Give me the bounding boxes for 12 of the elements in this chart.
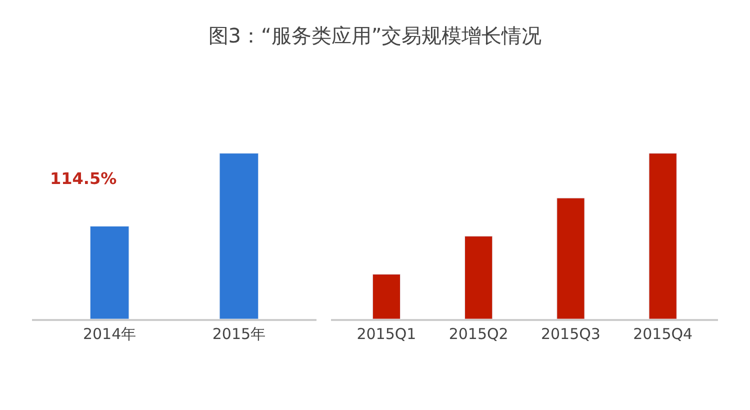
x-tick-label: 2015年 xyxy=(212,325,266,343)
x-tick-label: 2015Q3 xyxy=(540,325,600,343)
annotation: 114.5% xyxy=(50,169,117,188)
x-tick-label: 2015Q4 xyxy=(633,325,693,343)
x-tick-label: 2015Q2 xyxy=(448,325,508,343)
bar xyxy=(464,236,493,319)
bar xyxy=(372,274,401,319)
bar xyxy=(648,153,677,319)
bar xyxy=(556,198,585,319)
x-tick-label: 2014年 xyxy=(82,325,136,343)
text: 图3：“服务类应用”交易规模增长情况 xyxy=(208,24,542,48)
x-tick-label: 2015Q1 xyxy=(356,325,416,343)
